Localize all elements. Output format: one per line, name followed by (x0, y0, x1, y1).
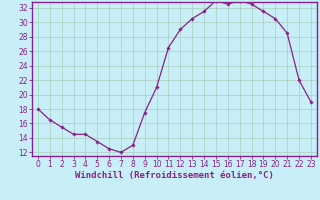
X-axis label: Windchill (Refroidissement éolien,°C): Windchill (Refroidissement éolien,°C) (75, 171, 274, 180)
